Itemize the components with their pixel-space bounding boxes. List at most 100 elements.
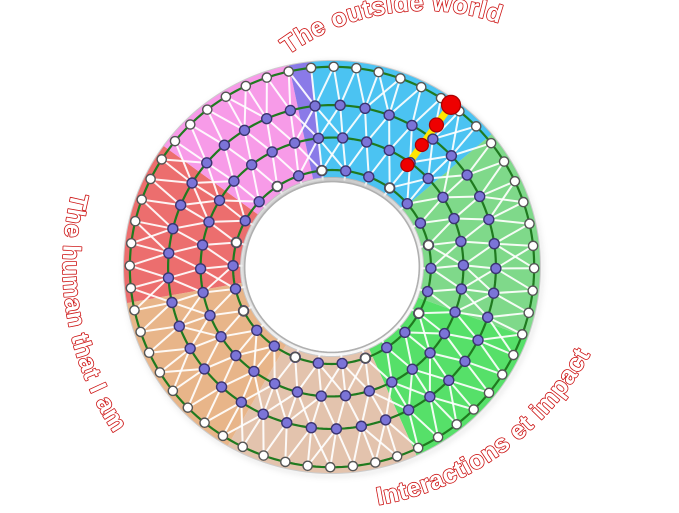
graph-node[interactable] xyxy=(260,112,273,125)
graph-node[interactable] xyxy=(154,367,166,378)
graph-node[interactable] xyxy=(455,283,468,295)
graph-node[interactable] xyxy=(251,324,263,336)
graph-node[interactable] xyxy=(496,369,508,380)
graph-node[interactable] xyxy=(443,374,455,387)
graph-node[interactable] xyxy=(351,62,362,74)
graph-node[interactable] xyxy=(201,157,213,169)
graph-node[interactable] xyxy=(474,190,486,203)
graph-node[interactable] xyxy=(215,381,228,393)
graph-node-white[interactable] xyxy=(271,181,283,192)
graph-node[interactable] xyxy=(283,66,294,77)
graph-node[interactable] xyxy=(449,306,461,318)
graph-node[interactable] xyxy=(485,137,497,149)
graph-node[interactable] xyxy=(245,159,258,171)
graph-node[interactable] xyxy=(166,296,178,309)
graph-node[interactable] xyxy=(339,390,352,402)
graph-node[interactable] xyxy=(238,124,251,136)
graph-node[interactable] xyxy=(386,376,398,388)
graph-node[interactable] xyxy=(406,363,419,375)
graph-node[interactable] xyxy=(483,213,495,226)
graph-node[interactable] xyxy=(518,196,529,208)
graph-node[interactable] xyxy=(174,199,187,211)
graph-node[interactable] xyxy=(383,109,395,121)
graph-node[interactable] xyxy=(156,154,168,165)
graph-node[interactable] xyxy=(381,341,393,354)
graph-node[interactable] xyxy=(268,340,281,352)
graph-node-white[interactable] xyxy=(413,307,425,319)
graph-node[interactable] xyxy=(527,285,539,297)
graph-node-white[interactable] xyxy=(238,305,249,317)
graph-node[interactable] xyxy=(457,259,470,271)
graph-node[interactable] xyxy=(324,461,336,473)
graph-node[interactable] xyxy=(483,387,495,399)
graph-node[interactable] xyxy=(445,150,458,162)
graph-node[interactable] xyxy=(363,385,376,397)
graph-node[interactable] xyxy=(516,329,528,340)
graph-node[interactable] xyxy=(437,191,449,204)
graph-node[interactable] xyxy=(196,239,209,251)
graph-node[interactable] xyxy=(508,349,519,361)
graph-node[interactable] xyxy=(421,285,434,298)
graph-node[interactable] xyxy=(425,262,437,275)
graph-node[interactable] xyxy=(184,342,196,355)
graph-node[interactable] xyxy=(360,136,373,148)
sector-purple[interactable] xyxy=(288,62,323,179)
graph-node[interactable] xyxy=(143,347,155,359)
graph-node[interactable] xyxy=(455,235,467,248)
graph-node-white[interactable] xyxy=(360,352,371,364)
graph-node[interactable] xyxy=(220,91,232,103)
graph-node[interactable] xyxy=(399,326,411,339)
graph-node[interactable] xyxy=(336,357,348,370)
graph-node[interactable] xyxy=(401,198,413,210)
graph-node[interactable] xyxy=(237,441,249,453)
graph-node[interactable] xyxy=(488,238,500,250)
graph-node[interactable] xyxy=(218,139,231,151)
graph-node[interactable] xyxy=(284,104,297,117)
graph-node[interactable] xyxy=(424,390,436,403)
graph-node[interactable] xyxy=(228,175,240,187)
graph-node[interactable] xyxy=(145,173,156,185)
graph-node[interactable] xyxy=(359,102,371,115)
graph-node[interactable] xyxy=(412,442,424,454)
graph-node[interactable] xyxy=(167,385,179,397)
graph-node[interactable] xyxy=(451,419,463,430)
graph-node[interactable] xyxy=(124,260,136,272)
graph-node[interactable] xyxy=(424,347,436,359)
graph-node[interactable] xyxy=(203,216,215,228)
graph-node[interactable] xyxy=(315,390,327,402)
graph-node[interactable] xyxy=(337,132,349,144)
graph-node[interactable] xyxy=(229,283,242,295)
graph-node[interactable] xyxy=(470,121,482,132)
graph-node[interactable] xyxy=(280,456,291,468)
graph-node[interactable] xyxy=(383,144,396,157)
graph-node[interactable] xyxy=(253,195,265,208)
graph-node[interactable] xyxy=(330,423,343,435)
graph-node[interactable] xyxy=(215,330,227,343)
graph-node[interactable] xyxy=(415,81,427,93)
graph-node[interactable] xyxy=(334,99,346,111)
graph-node[interactable] xyxy=(305,62,317,74)
graph-node[interactable] xyxy=(213,194,226,207)
graph-node[interactable] xyxy=(395,73,406,84)
graph-node[interactable] xyxy=(163,247,175,259)
graph-node[interactable] xyxy=(129,215,141,227)
graph-node[interactable] xyxy=(281,417,293,429)
graph-node[interactable] xyxy=(125,237,137,249)
graph-node[interactable] xyxy=(414,217,427,229)
graph-node[interactable] xyxy=(240,80,252,92)
highlight-node-3[interactable] xyxy=(428,117,445,133)
graph-node[interactable] xyxy=(422,172,434,185)
graph-nodes-layer[interactable] xyxy=(124,61,540,473)
graph-node-white[interactable] xyxy=(231,237,242,248)
graph-node[interactable] xyxy=(498,156,510,167)
graph-node[interactable] xyxy=(230,349,242,362)
graph-node[interactable] xyxy=(194,263,207,275)
graph-node[interactable] xyxy=(312,132,325,144)
graph-node[interactable] xyxy=(370,457,381,468)
graph-node[interactable] xyxy=(199,417,210,429)
graph-node-white[interactable] xyxy=(384,182,395,194)
graph-node[interactable] xyxy=(135,326,146,338)
graph-node[interactable] xyxy=(162,272,175,284)
graph-node[interactable] xyxy=(459,355,471,368)
graph-node[interactable] xyxy=(406,119,418,132)
